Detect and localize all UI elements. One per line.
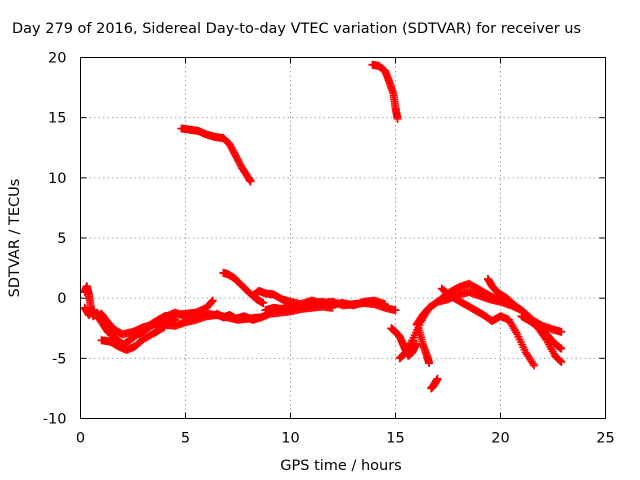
data-point [433, 374, 442, 383]
y-axis-label: SDTVAR / TECUs [7, 179, 23, 298]
x-tick-label: 5 [181, 431, 190, 447]
y-tick-label: 0 [57, 291, 66, 307]
data-point [259, 298, 268, 307]
data-points [80, 60, 566, 393]
series-arc-p [414, 324, 434, 368]
data-point [557, 344, 566, 353]
x-tick-label: 0 [76, 431, 85, 447]
data-point [557, 357, 566, 366]
y-tick-label: 20 [48, 51, 66, 67]
data-point [425, 359, 434, 368]
data-point [393, 114, 402, 123]
data-point [407, 338, 416, 347]
series-arc-g [177, 124, 255, 186]
y-tick-label: -5 [52, 351, 66, 367]
x-tick-label: 10 [281, 431, 299, 447]
x-tick-label: 15 [386, 431, 404, 447]
x-tick-label: 25 [596, 431, 614, 447]
series-arc-l [368, 60, 402, 123]
data-point [207, 297, 216, 306]
data-point [557, 327, 566, 336]
data-point [381, 300, 389, 309]
data-point [246, 177, 255, 186]
x-tick-labels: 0 5 10 15 20 25 [76, 431, 615, 447]
series-arc-k [261, 296, 389, 315]
series-arc-q [427, 374, 442, 393]
data-point [555, 356, 564, 365]
data-point [530, 361, 539, 370]
grid [80, 57, 606, 419]
series-arc-r [437, 284, 539, 370]
y-tick-label: 5 [57, 231, 66, 247]
y-tick-label: -10 [43, 412, 67, 428]
series-arc-t [517, 312, 566, 353]
data-point [556, 357, 565, 366]
data-point [391, 306, 400, 315]
series-arc-m [387, 324, 421, 360]
y-tick-label: 10 [48, 171, 66, 187]
x-tick-label: 20 [491, 431, 509, 447]
chart-title: Day 279 of 2016, Sidereal Day-to-day VTE… [12, 21, 581, 37]
y-tick-labels: -10 -5 0 5 10 15 20 [43, 51, 67, 428]
series-arc-e [135, 296, 217, 339]
y-tick-label: 15 [48, 111, 66, 127]
axis-ticks [80, 57, 606, 419]
series-arc-s [483, 274, 566, 366]
data-point [208, 296, 217, 305]
x-axis-label: GPS time / hours [280, 458, 401, 474]
